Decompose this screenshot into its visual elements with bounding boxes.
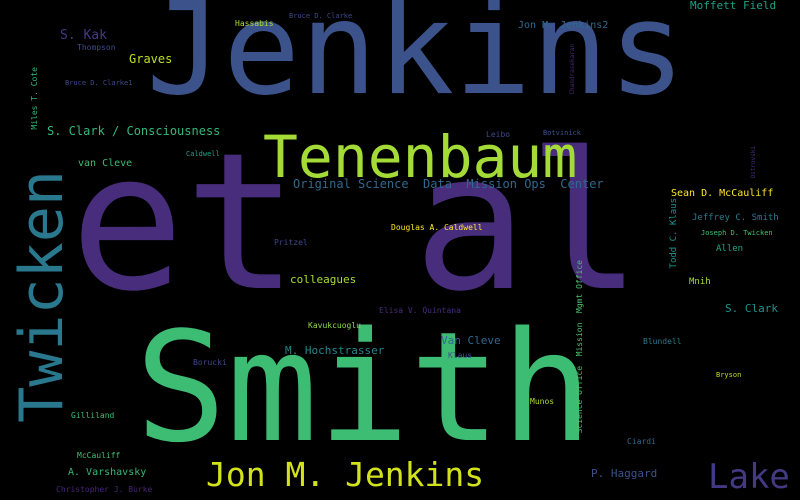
word-et-al: et al [70,112,642,333]
word-gilliland: Gilliland [71,411,115,420]
word-elisa-v-quintana: Elisa V. Quintana [379,306,461,315]
word-miles-t-cote: Miles T. Cote [30,67,39,130]
word-science-office-mission-mgmt: Science Office Mission Mgmt Office [575,260,584,434]
word-mnih: Mnih [689,277,711,287]
word-hassabis: Hassabis [235,19,274,28]
word-a-varshavsky: A. Varshavsky [68,467,147,478]
word-thompson: Thompson [77,43,116,52]
word-bruce-d-clarke: Bruce D. Clarke [289,12,353,20]
word-bruce-d-clarke1: Bruce D. Clarke1 [65,79,133,87]
word-douglas-a-caldwell: Douglas A. Caldwell [391,223,483,232]
word-leibo: Leibo [486,130,511,139]
word-jeffrey-c-smith: Jeffrey C. Smith [692,213,779,223]
word-s-kak: S. Kak [60,28,107,43]
word-s-clark: S. Clark [725,302,778,315]
word-lake: Lake [708,457,790,497]
word-botvinick: Botvinick [543,129,581,137]
word-munos: Munos [530,397,555,406]
word-allen: Allen [716,244,744,254]
word-moffett-field: Moffett Field [690,0,777,12]
word-m-hochstrasser: M. Hochstrasser [285,344,385,357]
word-jenkins: Jenkins [146,0,686,124]
word-s-clark-consciousness: S. Clark / Consciousness [47,124,221,138]
word-klaus: Klaus [448,351,473,360]
word-blundell: Blundell [643,337,682,346]
word-van-cleve-upper: Van Cleve [441,334,501,347]
word-sean-d-mccauliff: Sean D. McCauliff [671,188,774,199]
word-jon-m-jenkins2: Jon M. Jenkins2 [518,20,609,31]
word-borucki: Borucki [193,358,227,367]
word-jon-m-jenkins: Jon M. Jenkins [206,455,485,494]
word-bryson: Bryson [716,371,742,379]
word-christopher-j-burke: Christopher J. Burke [56,485,153,494]
word-twicken: Twicken [7,170,77,423]
word-graves: Graves [129,52,173,66]
word-mccauliff: McCauliff [77,451,121,460]
word-van-cleve-lower: van Cleve [78,158,133,169]
word-chandrasekaran: Chandrasekaran [569,44,576,95]
word-p-haggard: P. Haggard [591,467,658,480]
word-kavukcuoglu: Kavukcuoglu [308,321,361,330]
word-smith: Smith [135,299,593,476]
word-joseph-d-twicken: Joseph D. Twicken [701,229,773,237]
word-ostrovski: Ostrovski [750,146,757,179]
word-original-science-data-center: Original Science Data Mission Ops Center [293,177,604,191]
word-ciardi: Ciardi [627,437,656,446]
word-pritzel: Pritzel [274,238,308,247]
word-caldwell: Caldwell [186,150,220,158]
word-tenenbaum: Tenenbaum [263,123,578,191]
word-todd-c-klaus: Todd C. Klaus [669,198,679,269]
word-colleagues: colleagues [290,273,357,286]
